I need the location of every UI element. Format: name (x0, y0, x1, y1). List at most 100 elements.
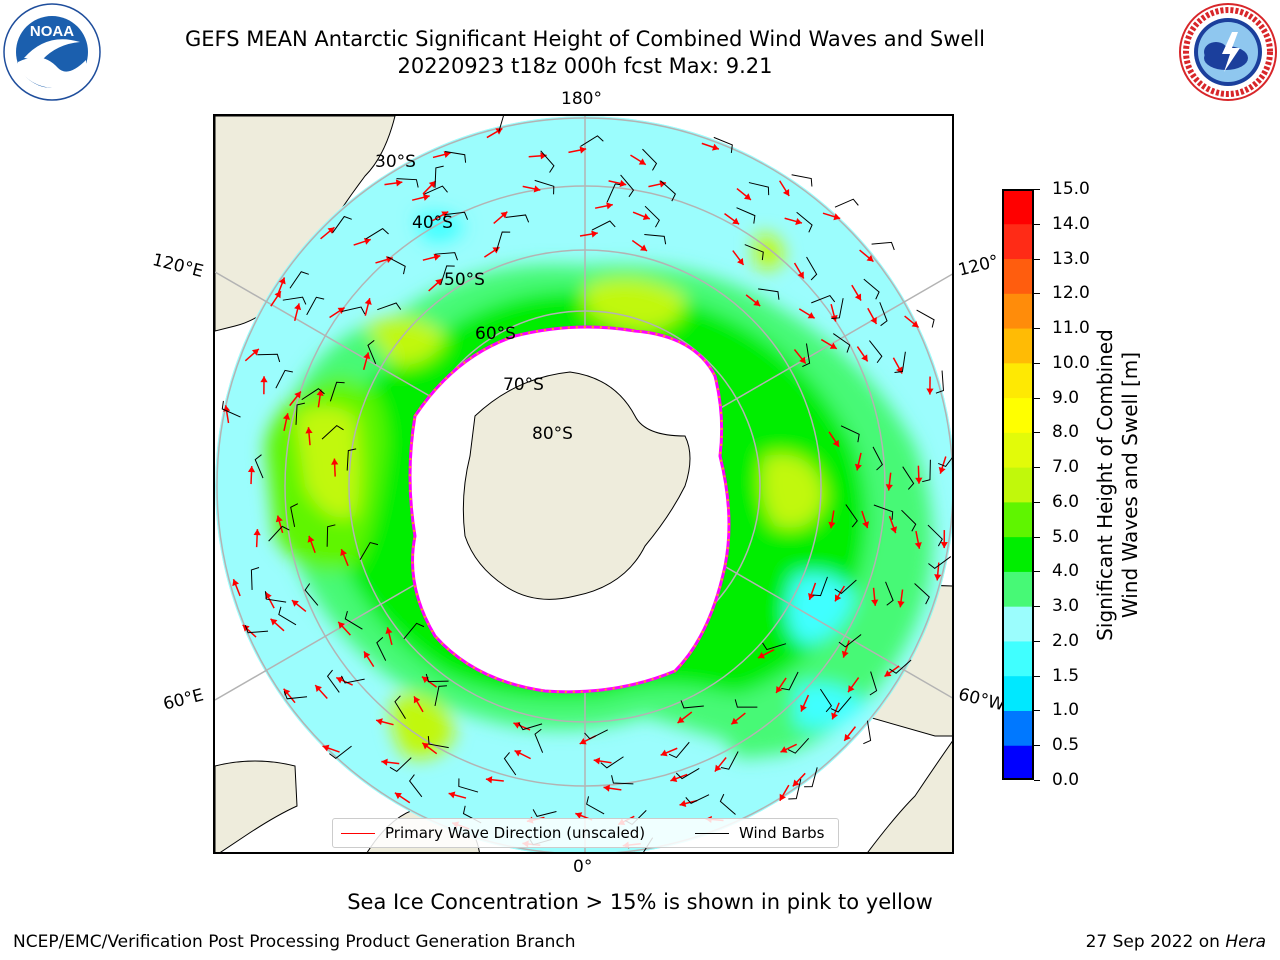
wind-barb (306, 296, 325, 316)
wave-arrow-head (780, 746, 788, 753)
colorbar-tick-mark (1034, 501, 1040, 503)
wind-barb (834, 198, 859, 208)
wind-barb (295, 402, 305, 425)
wind-barb (268, 525, 290, 542)
wind-barb (901, 509, 917, 532)
wave-arrow-head (714, 764, 722, 772)
wind-barb (869, 340, 883, 364)
wave-arrow-head (338, 621, 345, 629)
wave-arrow-head (305, 427, 313, 434)
wave-arrow-head (232, 579, 240, 587)
wind-barb (796, 211, 813, 233)
wave-arrow-head (797, 271, 804, 279)
wave-arrow-head (485, 776, 493, 784)
wave-arrow-head (831, 712, 838, 720)
colorbar-tick-label: 4.0 (1052, 561, 1080, 582)
wave-arrow-head (315, 685, 322, 692)
wind-barb (283, 691, 308, 700)
wind-barb (365, 227, 389, 240)
colorbar-tick-label: 3.0 (1052, 596, 1080, 617)
wave-arrow-head (679, 800, 687, 808)
colorbar-swatch (1002, 432, 1034, 468)
wind-barb (290, 503, 299, 527)
wave-arrow-head (278, 277, 286, 285)
wave-arrow-head (619, 179, 627, 187)
wind-barb (503, 752, 517, 776)
wind-barb (668, 741, 690, 759)
colorbar-swatch (1002, 223, 1034, 260)
wind-barb (586, 796, 605, 815)
wave-arrow-head (844, 733, 851, 741)
wind-barb (346, 448, 357, 471)
wave-arrow-head (316, 389, 324, 396)
wind-barb (872, 446, 883, 471)
wave-arrow-head (500, 211, 508, 219)
wind-barb (282, 296, 307, 305)
colorbar-tick-label: 0.5 (1052, 735, 1080, 756)
wave-arrow-head (890, 526, 898, 534)
wave-arrow-head (660, 749, 668, 757)
colorbar-tick-label: 7.0 (1052, 457, 1080, 478)
footer-machine: Hera (1225, 932, 1266, 952)
wind-barb (377, 302, 402, 311)
wave-arrow-head (854, 293, 862, 301)
wind-barb (444, 150, 467, 163)
wave-arrow-head (579, 737, 587, 745)
wind-barb (819, 688, 833, 713)
wind-barb (540, 150, 555, 173)
colorbar-label-line-2: Wind Waves and Swell [m] (1118, 351, 1142, 619)
wind-barb (326, 669, 340, 693)
wave-arrow-head (915, 477, 923, 484)
wind-barb (329, 381, 345, 402)
wave-arrow-head (260, 376, 268, 383)
wind-barb (642, 148, 658, 171)
legend-wave-swatch (341, 833, 375, 834)
wind-barb (720, 751, 739, 770)
wind-barb (408, 774, 423, 798)
colorbar-tick-label: 1.5 (1052, 665, 1080, 686)
wind-barb (620, 174, 635, 198)
wave-arrow-head (800, 704, 807, 712)
colorbar-swatch (1002, 745, 1034, 781)
colorbar-swatch (1002, 710, 1034, 746)
wind-barb (831, 298, 844, 319)
wind-barb (498, 116, 504, 132)
wind-barb (518, 722, 543, 731)
colorbar-tick-mark (1034, 258, 1040, 260)
lat-label-40s: 40°S (412, 213, 453, 233)
wind-barb (927, 524, 943, 547)
wave-arrow-head (670, 775, 678, 783)
colorbar-tick-mark (1034, 189, 1040, 190)
wave-arrow-head (885, 484, 893, 491)
wind-barb (838, 634, 862, 648)
colorbar-tick-mark (1034, 745, 1040, 747)
wind-barb (762, 642, 787, 651)
wind-barb (840, 425, 860, 443)
wave-arrow-head (833, 213, 841, 221)
wind-barb (532, 809, 557, 817)
legend-wind-barbs: Wind Barbs (695, 824, 824, 842)
wave-arrow-head (828, 521, 836, 529)
colorbar-swatch (1002, 606, 1034, 642)
wave-arrow-head (363, 237, 371, 245)
wind-barb (863, 720, 872, 745)
wind-barb (340, 675, 365, 684)
legend-wave-label: Primary Wave Direction (unscaled) (385, 824, 646, 842)
wind-barb (791, 174, 813, 187)
colorbar-tick-mark (1034, 432, 1040, 434)
wave-arrow-head (591, 230, 598, 238)
wave-arrow-head (282, 413, 291, 420)
wind-barb (830, 696, 852, 713)
colorbar-tick-mark (1034, 397, 1040, 399)
colorbar-swatch (1002, 328, 1034, 364)
wind-barb (403, 622, 425, 640)
wave-arrow-head (322, 744, 330, 752)
wind-barb (389, 757, 412, 773)
wind-barb (680, 700, 704, 709)
wave-arrow-head (422, 742, 430, 750)
wind-barb (254, 454, 264, 479)
wave-arrow-head (642, 213, 650, 220)
wind-barb (304, 583, 319, 606)
wave-arrow-head (841, 650, 849, 658)
colorbar-tick-mark (1034, 328, 1040, 330)
